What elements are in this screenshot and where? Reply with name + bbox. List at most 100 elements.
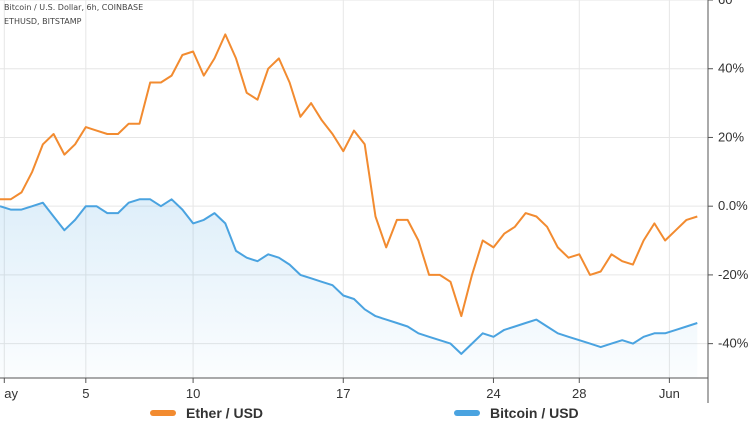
- point-series-0-8: [84, 126, 87, 129]
- point-series-0-1: [9, 198, 12, 201]
- point-series-1-49: [524, 322, 527, 325]
- point-series-0-60: [642, 239, 645, 242]
- point-series-0-62: [664, 239, 667, 242]
- point-series-0-5: [52, 133, 55, 136]
- point-series-1-13: [138, 198, 141, 201]
- point-series-1-25: [267, 253, 270, 256]
- x-tick-label-5: 28: [572, 386, 586, 401]
- point-series-0-28: [299, 115, 302, 118]
- point-series-1-48: [513, 325, 516, 328]
- point-series-1-65: [696, 322, 699, 325]
- x-tick-label-3: 17: [336, 386, 350, 401]
- point-series-0-4: [41, 143, 44, 146]
- point-series-0-43: [460, 315, 463, 318]
- point-series-1-20: [213, 212, 216, 215]
- point-series-0-32: [342, 150, 345, 153]
- point-series-0-52: [556, 246, 559, 249]
- legend-swatch-bitcoin: [454, 410, 480, 416]
- point-series-1-24: [256, 260, 259, 263]
- point-series-0-46: [492, 246, 495, 249]
- point-series-1-35: [374, 315, 377, 318]
- point-series-1-59: [631, 342, 634, 345]
- point-series-0-65: [696, 215, 699, 218]
- point-series-0-3: [31, 170, 34, 173]
- point-series-0-39: [417, 239, 420, 242]
- point-series-0-37: [395, 218, 398, 221]
- point-series-1-53: [567, 335, 570, 338]
- x-axis-ticks: ay 5 10 17 24 28 Jun: [3, 378, 680, 401]
- point-series-0-38: [406, 218, 409, 221]
- x-tick-label-2: 10: [186, 386, 200, 401]
- point-series-0-63: [674, 229, 677, 232]
- point-series-1-5: [52, 215, 55, 218]
- point-series-0-19: [202, 74, 205, 77]
- point-series-1-11: [117, 212, 120, 215]
- point-series-1-1: [9, 208, 12, 211]
- legend-item-bitcoin[interactable]: Bitcoin / USD: [454, 405, 579, 421]
- point-series-0-21: [224, 33, 227, 36]
- legend-item-ether[interactable]: Ether / USD: [150, 405, 263, 421]
- point-series-0-14: [149, 81, 152, 84]
- point-series-0-57: [610, 253, 613, 256]
- point-series-0-54: [578, 253, 581, 256]
- point-series-1-37: [395, 322, 398, 325]
- point-series-0-27: [288, 81, 291, 84]
- point-series-0-31: [331, 133, 334, 136]
- point-series-0-61: [653, 222, 656, 225]
- point-series-0-34: [363, 143, 366, 146]
- y-tick-label-2: 20%: [718, 129, 744, 144]
- point-series-0-53: [567, 256, 570, 259]
- point-series-1-23: [245, 256, 248, 259]
- legend-swatch-ether: [150, 410, 176, 416]
- point-series-0-22: [235, 57, 238, 60]
- point-series-1-28: [299, 273, 302, 276]
- point-series-1-47: [503, 328, 506, 331]
- x-tick-label-0: ay: [4, 386, 18, 401]
- point-series-1-56: [599, 346, 602, 349]
- point-series-1-29: [310, 277, 313, 280]
- point-series-1-50: [535, 318, 538, 321]
- point-series-0-0: [0, 198, 2, 201]
- point-series-0-18: [192, 50, 195, 53]
- x-tick-label-4: 24: [486, 386, 500, 401]
- point-series-0-56: [599, 270, 602, 273]
- point-series-1-41: [438, 339, 441, 342]
- point-series-1-26: [277, 256, 280, 259]
- point-series-0-7: [74, 143, 77, 146]
- point-series-0-42: [449, 280, 452, 283]
- point-series-0-10: [106, 133, 109, 136]
- ether-usd-line[interactable]: [0, 33, 698, 318]
- y-axis-ticks: 60 40% 20% 0.0% -20% -40%: [708, 0, 749, 351]
- point-series-0-58: [621, 260, 624, 263]
- point-series-0-17: [181, 53, 184, 56]
- point-series-0-64: [685, 218, 688, 221]
- bitcoin-usd-line[interactable]: [0, 198, 698, 355]
- bitcoin-area-fill: [0, 199, 698, 378]
- point-series-1-51: [546, 325, 549, 328]
- point-series-1-18: [192, 222, 195, 225]
- point-series-0-9: [95, 129, 98, 132]
- point-series-1-6: [63, 229, 66, 232]
- point-series-1-63: [674, 328, 677, 331]
- point-series-0-20: [213, 57, 216, 60]
- point-series-0-12: [127, 122, 130, 125]
- point-series-1-54: [578, 339, 581, 342]
- y-tick-label-0: 60: [718, 0, 732, 7]
- point-series-1-7: [74, 218, 77, 221]
- point-series-0-13: [138, 122, 141, 125]
- symbol-label-ether: ETHUSD, BITSTAMP: [4, 17, 82, 26]
- point-series-0-35: [374, 215, 377, 218]
- point-series-1-64: [685, 325, 688, 328]
- point-series-1-21: [224, 222, 227, 225]
- point-series-0-47: [503, 232, 506, 235]
- point-series-1-43: [460, 352, 463, 355]
- point-series-0-24: [256, 98, 259, 101]
- point-series-1-61: [653, 332, 656, 335]
- point-series-1-58: [621, 339, 624, 342]
- point-series-1-34: [363, 308, 366, 311]
- point-series-0-49: [524, 212, 527, 215]
- point-series-0-59: [631, 263, 634, 266]
- point-series-1-44: [471, 342, 474, 345]
- point-series-1-60: [642, 335, 645, 338]
